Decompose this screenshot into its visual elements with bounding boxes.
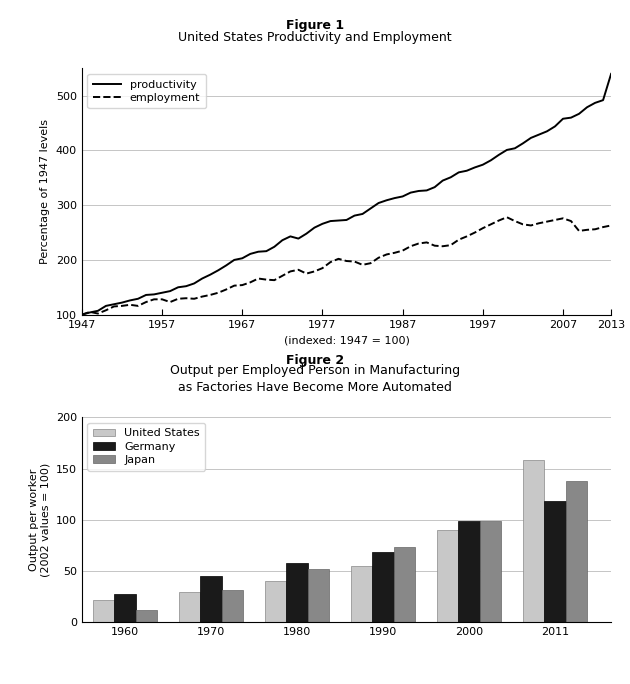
productivity — [607, 70, 615, 78]
employment — [479, 224, 486, 233]
Bar — [114, 594, 135, 622]
Bar — [265, 581, 286, 622]
Bar — [523, 460, 544, 622]
Legend: productivity, employment: productivity, employment — [88, 74, 206, 108]
Bar — [544, 501, 566, 622]
Bar — [286, 563, 308, 622]
employment — [78, 311, 86, 319]
productivity — [198, 274, 206, 282]
Legend: United States, Germany, Japan: United States, Germany, Japan — [88, 423, 205, 471]
Bar — [200, 576, 222, 622]
productivity — [158, 289, 166, 297]
Bar — [372, 551, 394, 622]
Text: United States Productivity and Employment: United States Productivity and Employmen… — [178, 31, 452, 44]
employment — [158, 295, 166, 304]
productivity — [319, 220, 326, 228]
X-axis label: (indexed: 1947 = 100): (indexed: 1947 = 100) — [284, 335, 410, 345]
Bar — [308, 569, 329, 622]
employment — [575, 227, 583, 235]
Bar — [437, 530, 459, 622]
Y-axis label: Output per worker
(2002 values = 100): Output per worker (2002 values = 100) — [29, 462, 50, 577]
Text: Output per Employed Person in Manufacturing
as Factories Have Become More Automa: Output per Employed Person in Manufactur… — [170, 364, 460, 394]
Y-axis label: Percentage of 1947 levels: Percentage of 1947 levels — [40, 119, 50, 264]
Bar — [566, 481, 587, 622]
Text: Figure 2: Figure 2 — [286, 354, 344, 367]
employment — [503, 213, 511, 222]
Line: employment: employment — [82, 218, 611, 315]
Bar — [179, 592, 200, 622]
Bar — [135, 610, 158, 622]
Bar — [351, 566, 372, 622]
productivity — [78, 311, 86, 319]
Bar — [222, 590, 243, 622]
Bar — [93, 600, 114, 622]
productivity — [575, 109, 583, 118]
Bar — [394, 547, 415, 622]
Text: Figure 1: Figure 1 — [286, 19, 344, 32]
Line: productivity: productivity — [82, 74, 611, 315]
employment — [607, 222, 615, 230]
Bar — [480, 521, 501, 622]
employment — [319, 264, 326, 272]
productivity — [295, 235, 302, 243]
Bar — [459, 521, 480, 622]
employment — [142, 298, 150, 306]
employment — [295, 265, 302, 274]
productivity — [479, 161, 486, 169]
